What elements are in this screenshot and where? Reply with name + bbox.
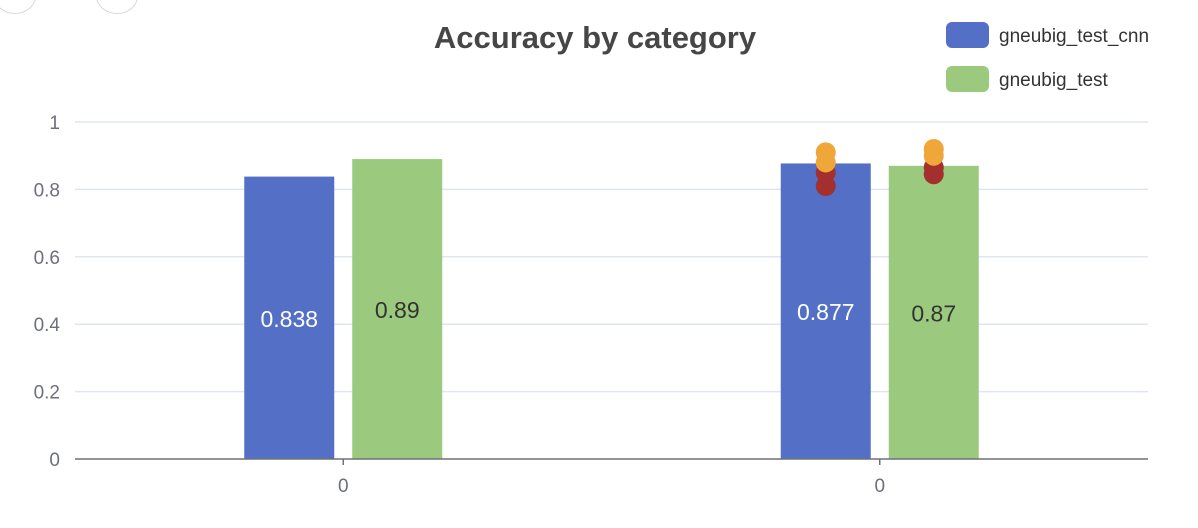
y-tick-label: 0.6	[34, 248, 60, 269]
bar-value-label: 0.89	[375, 297, 420, 323]
legend-label: gneubig_test	[999, 70, 1109, 91]
bar-value-label: 0.87	[911, 300, 956, 326]
low-marker-dot	[815, 176, 836, 197]
high-marker-dot	[923, 145, 944, 166]
chart-title: Accuracy by category	[434, 20, 757, 55]
bar-value-label: 0.838	[260, 306, 318, 332]
x-tick-label: 0	[874, 476, 885, 497]
bar-value-label: 0.877	[797, 299, 855, 325]
y-tick-label: 1	[49, 113, 60, 134]
legend-label: gneubig_test_cnn	[999, 26, 1149, 47]
legend-swatch-gneubig_test_cnn	[946, 22, 989, 48]
high-marker-dot	[815, 152, 836, 173]
y-tick-label: 0.8	[34, 180, 60, 201]
low-marker-dot	[923, 164, 944, 185]
x-tick-label: 0	[338, 476, 349, 497]
y-tick-label: 0.4	[34, 315, 61, 336]
y-tick-label: 0.2	[34, 383, 60, 404]
bar-gneubig_test_cnn	[244, 176, 335, 459]
bar-gneubig_test	[352, 159, 443, 459]
y-tick-label: 0	[49, 450, 60, 471]
legend-swatch-gneubig_test	[946, 66, 989, 92]
bar-gneubig_test_cnn	[780, 163, 871, 460]
bar-gneubig_test	[888, 165, 979, 459]
